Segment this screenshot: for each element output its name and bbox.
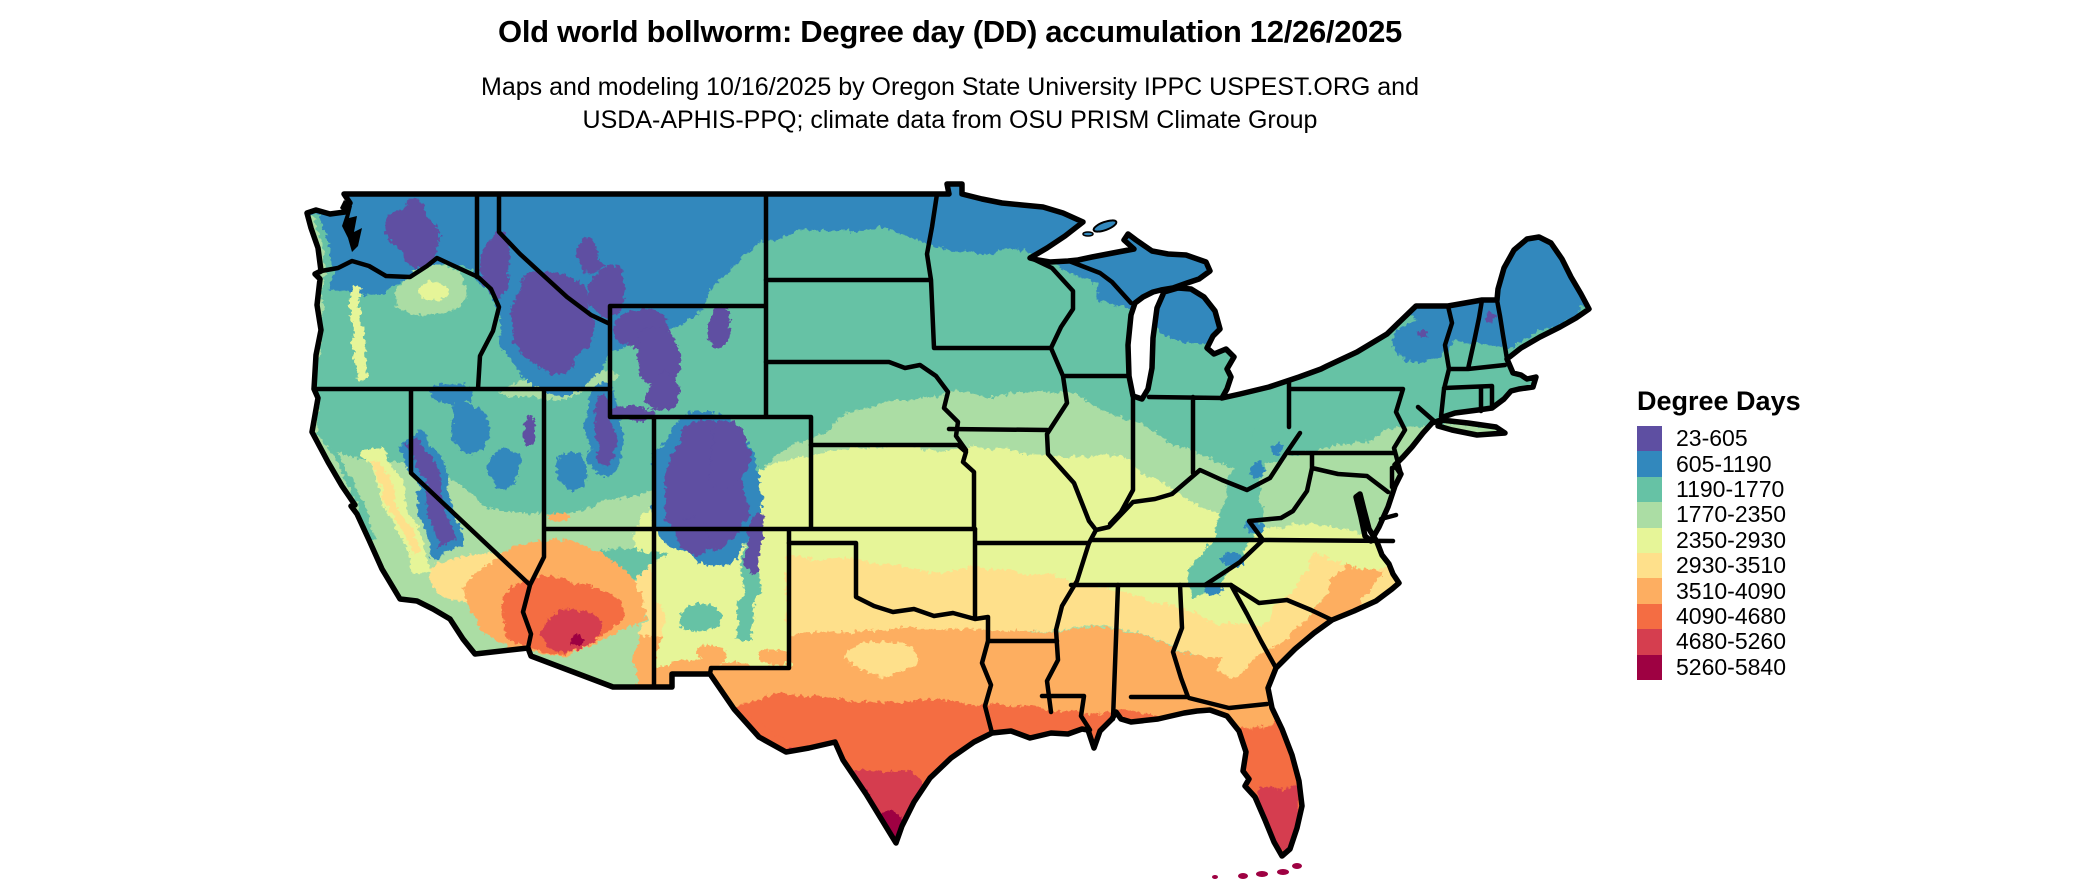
raster-patch: [613, 405, 655, 423]
legend-swatch: [1637, 426, 1662, 452]
legend-title: Degree Days: [1637, 386, 1801, 416]
legend-swatch: [1637, 451, 1662, 477]
raster-patch: [759, 643, 791, 661]
degree-day-raster: [307, 184, 1589, 856]
raster-patch: [520, 418, 536, 442]
legend-swatch: [1637, 654, 1662, 680]
raster-patch: [549, 517, 567, 527]
raster-patch: [1028, 255, 1303, 715]
legend-label: 1770-2350: [1676, 501, 1786, 528]
raster-patch: [676, 604, 724, 636]
legend-row: 23-605: [1637, 425, 1801, 452]
raster-patch: [1212, 875, 1218, 879]
raster-patch: [703, 309, 725, 351]
legend-row: 1190-1770: [1637, 475, 1801, 503]
raster-patch: [1256, 871, 1268, 877]
raster-patch: [311, 191, 978, 690]
raster-patch: [587, 262, 629, 314]
legend-swatch: [1637, 603, 1662, 630]
raster-patch: [1218, 552, 1352, 678]
raster-patch: [391, 199, 439, 267]
raster-patch: [1274, 440, 1286, 456]
legend-label: 23-605: [1676, 425, 1748, 452]
legend: Degree Days 23-605 605-1190 1190-1770 1770-…: [1637, 386, 1801, 680]
legend-row: 5260-5840: [1637, 653, 1801, 680]
raster-patch: [842, 643, 922, 677]
raster-patch: [1255, 463, 1269, 481]
island: [1082, 231, 1094, 237]
raster-patch: [538, 611, 602, 649]
legend-label: 2350-2930: [1676, 526, 1786, 553]
raster-patch: [1238, 873, 1248, 879]
raster-patch: [649, 367, 679, 413]
legend-rows: 23-605 605-1190 1190-1770 1770-2350 2350-293…: [1637, 425, 1801, 680]
raster-patch: [352, 284, 368, 382]
puget-sound: [340, 200, 362, 252]
raster-patch: [1415, 332, 1425, 340]
raster-patch: [448, 400, 488, 456]
raster-patch: [674, 518, 706, 562]
legend-row: 2930-3510: [1637, 552, 1801, 579]
legend-row: 2350-2930: [1637, 526, 1801, 553]
legend-label: 5260-5840: [1676, 653, 1786, 680]
legend-swatch: [1637, 527, 1662, 553]
figure-title: Old world bollworm: Degree day (DD) accu…: [498, 14, 1402, 49]
legend-swatch: [1637, 552, 1662, 579]
raster-patch: [845, 762, 922, 836]
raster-patch: [372, 459, 422, 555]
legend-row: 4090-4680: [1637, 602, 1801, 630]
raster-patch: [640, 696, 1589, 856]
legend-row: 605-1190: [1637, 450, 1801, 477]
legend-label: 1190-1770: [1676, 475, 1785, 502]
figure-subtitle-line1: Maps and modeling 10/16/2025 by Oregon S…: [481, 73, 1419, 101]
raster-patch: [563, 450, 589, 486]
legend-label: 3510-4090: [1676, 577, 1786, 604]
florida-keys: [1212, 863, 1302, 879]
raster-patch: [307, 184, 1589, 856]
legend-label: 605-1190: [1676, 450, 1772, 477]
raster-patch: [745, 516, 763, 568]
raster-patch: [706, 420, 750, 480]
legend-row: 1770-2350: [1637, 501, 1801, 528]
raster-patch: [417, 281, 447, 301]
figure-subtitle-line2: USDA-APHIS-PPQ; climate data from OSU PR…: [582, 106, 1318, 134]
raster-patch: [569, 633, 583, 643]
legend-swatch: [1637, 578, 1662, 604]
us-landmass-outline: [304, 181, 1592, 859]
legend-swatch: [1637, 629, 1662, 655]
raster-patch: [1277, 869, 1289, 875]
state-borders: [311, 191, 1510, 736]
legend-label: 4090-4680: [1676, 602, 1786, 629]
legend-row: 3510-4090: [1637, 577, 1801, 604]
figure-header: Old world bollworm: Degree day (DD) accu…: [250, 14, 1650, 137]
legend-swatch: [1637, 476, 1662, 503]
legend-label: 4680-5260: [1676, 628, 1786, 655]
raster-patch: [480, 226, 514, 298]
raster-patch: [430, 380, 474, 404]
raster-patch: [1292, 863, 1302, 869]
isle-royale: [1092, 219, 1118, 233]
raster-patch: [763, 191, 1092, 736]
raster-patch: [698, 650, 726, 666]
legend-swatch: [1637, 502, 1662, 528]
legend-row: 4680-5260: [1637, 628, 1801, 655]
raster-patch: [1039, 537, 1335, 733]
raster-patch: [513, 268, 593, 368]
raster-patch: [640, 624, 1589, 856]
legend-label: 2930-3510: [1676, 552, 1786, 579]
raster-patch: [576, 240, 598, 272]
raster-patch: [492, 446, 524, 490]
